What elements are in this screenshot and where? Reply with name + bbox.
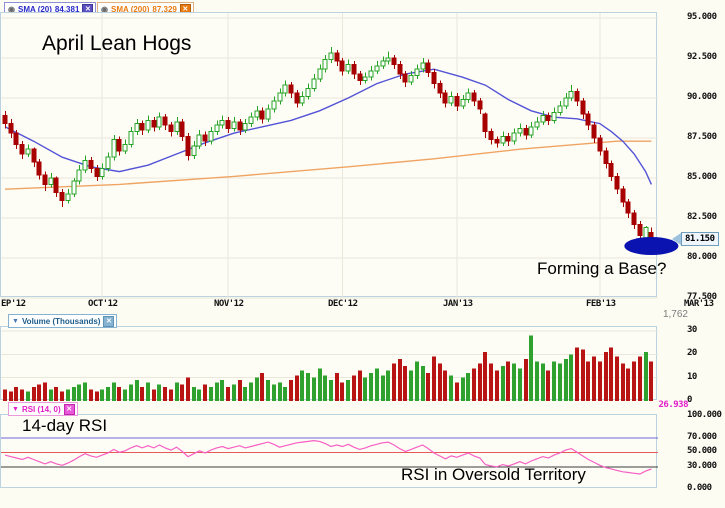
price-axis-tick: 90.000	[687, 92, 717, 102]
volume-axis-tick: 20	[687, 348, 697, 359]
chevron-down-icon[interactable]: ▼	[12, 405, 19, 413]
time-axis-label: DEC'12	[328, 299, 358, 309]
price-chart[interactable]	[0, 12, 679, 299]
price-marker-arrow	[672, 233, 681, 245]
indicator-active-icon: ◉	[8, 4, 15, 14]
price-axis-tick: 77.500	[687, 292, 717, 302]
time-axis-label: OCT'12	[88, 299, 118, 309]
price-axis-tick: 92.500	[687, 52, 717, 62]
price-axis-tick: 80.000	[687, 252, 717, 262]
indicator-label: SMA (200)	[110, 4, 150, 14]
volume-axis-tick: 30	[687, 325, 697, 335]
rsi-axis-tick: 70.000	[687, 431, 717, 442]
volume-pill-label: Volume (Thousands)	[21, 316, 101, 326]
indicator-value: 87.329	[152, 4, 177, 14]
last-price-marker: 81.150	[672, 232, 719, 246]
price-axis-tick: 87.500	[687, 132, 717, 142]
indicator-label: SMA (20)	[17, 4, 52, 14]
volume-plot-svg	[1, 330, 658, 401]
time-axis-label: JAN'13	[443, 299, 473, 309]
rsi-axis-tick: 30.000	[687, 460, 717, 471]
rsi-oversold-annotation: RSI in Oversold Territory	[401, 465, 586, 484]
volume-pill[interactable]: ▼ Volume (Thousands) ✕	[8, 314, 118, 328]
rsi-current-value: 26.938	[658, 400, 688, 410]
price-marker-value: 81.150	[681, 232, 719, 246]
time-axis-label: FEB'13	[586, 299, 616, 309]
forming-base-annotation: Forming a Base?	[537, 259, 667, 278]
time-axis-label: NOV'12	[214, 299, 244, 309]
close-icon[interactable]: ✕	[103, 315, 115, 327]
indicator-value: 84.381	[54, 4, 80, 14]
rsi-axis-tick: 0.000	[687, 482, 712, 493]
close-icon[interactable]: ✕	[63, 403, 75, 415]
price-axis-tick: 85.000	[687, 172, 717, 182]
rsi-14day-annotation: 14-day RSI	[22, 416, 108, 435]
chevron-down-icon[interactable]: ▼	[12, 317, 19, 325]
rsi-pill[interactable]: ▼ RSI (14, 0) ✕	[8, 402, 78, 416]
rsi-axis-tick: 100.000	[687, 410, 722, 420]
volume-axis-tick: 10	[687, 371, 697, 382]
time-axis-label: MAR'13	[684, 299, 714, 309]
rsi-axis-tick: 50.000	[687, 446, 717, 457]
volume-axis-tick: 0	[687, 395, 692, 405]
indicator-active-icon: ◉	[101, 4, 108, 14]
rsi-pill-label: RSI (14, 0)	[21, 404, 61, 414]
rsi-plot-svg	[1, 437, 658, 475]
price-plot-svg	[1, 13, 679, 299]
volume-chart[interactable]	[0, 326, 658, 401]
rsi-chart[interactable]	[0, 414, 658, 488]
chart-title-annotation: April Lean Hogs	[42, 32, 192, 55]
time-axis-label: EP'12	[1, 299, 26, 309]
price-axis-tick: 82.500	[687, 212, 717, 222]
price-axis-tick: 95.000	[687, 12, 717, 22]
volume-current-value: 1,762	[662, 309, 688, 320]
